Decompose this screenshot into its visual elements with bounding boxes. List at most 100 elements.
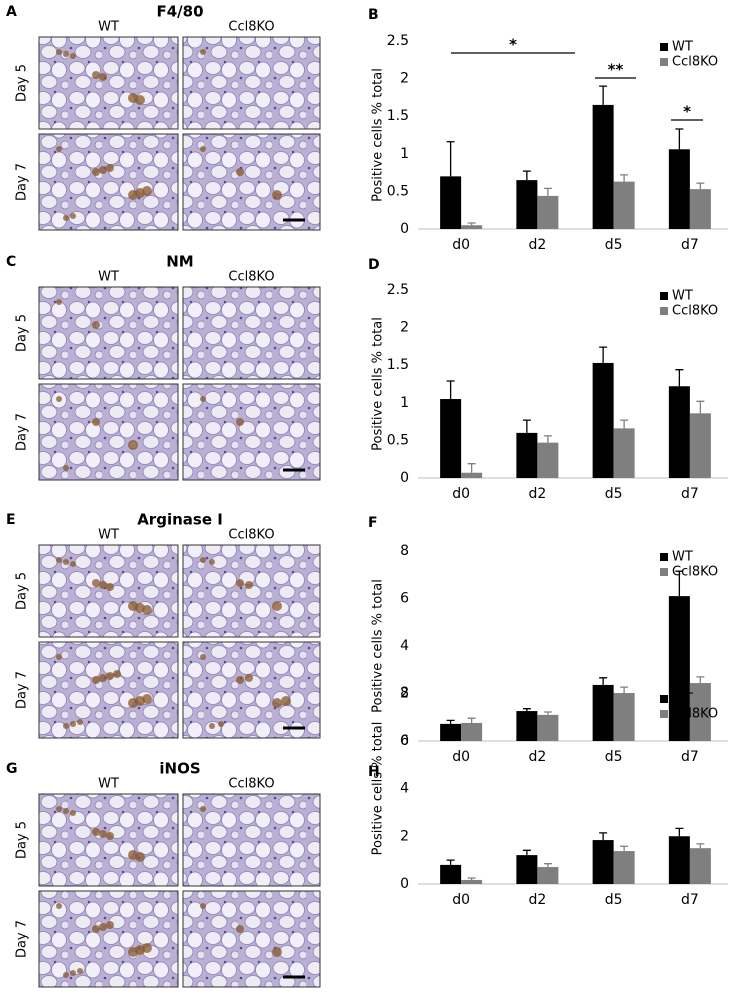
stain [63, 723, 69, 729]
y-axis-label: Positive cells % total [371, 579, 386, 713]
x-tick-label: d7 [681, 237, 699, 253]
bar [668, 596, 690, 741]
stain [142, 943, 152, 953]
y-tick-label: 1.5 [387, 108, 409, 124]
bar [461, 472, 483, 478]
stain [135, 852, 145, 862]
error-bar [522, 170, 531, 181]
micrograph [38, 890, 179, 988]
legend-label: WT [672, 40, 693, 55]
y-tick-label: 0 [400, 876, 409, 892]
stain [63, 972, 69, 978]
column-label: Ccl8KO [228, 528, 274, 543]
y-tick-label: 1 [400, 146, 409, 162]
stain [63, 559, 69, 565]
y-tick-label: 2 [400, 71, 409, 87]
stain [272, 698, 282, 708]
bar [613, 181, 635, 229]
error-bar [620, 686, 629, 694]
bar [689, 413, 711, 478]
error-bar [543, 711, 552, 715]
panel-letter: G [6, 761, 18, 777]
stain [236, 925, 244, 933]
micrograph [38, 641, 179, 739]
legend-label: WT [672, 550, 693, 565]
legend-swatch [660, 568, 668, 576]
error-bar [675, 369, 684, 387]
legend-label: Ccl8KO [672, 304, 718, 319]
stain [99, 166, 107, 174]
micrograph [182, 286, 321, 380]
row-label: Day 5 [15, 821, 30, 859]
stain [135, 95, 145, 105]
stain [200, 396, 206, 402]
error-bar [599, 677, 608, 685]
legend-label: Ccl8KO [672, 55, 718, 70]
stain [77, 719, 83, 725]
micrograph [182, 133, 321, 231]
stain [63, 465, 69, 471]
error-bar [467, 877, 476, 880]
error-bar [522, 849, 531, 856]
row-label: Day 5 [15, 314, 30, 352]
error-bar [620, 845, 629, 852]
legend-swatch [660, 553, 668, 561]
panel-letter: C [6, 254, 16, 270]
stain [70, 561, 76, 567]
error-bar [446, 859, 455, 865]
micrograph [182, 890, 321, 988]
bar [537, 442, 559, 478]
x-tick-label: d5 [605, 237, 623, 253]
micrograph [38, 544, 179, 638]
significance: * [683, 103, 691, 121]
stain [218, 721, 224, 727]
stain [70, 721, 76, 727]
stain [92, 71, 100, 79]
stain [77, 968, 83, 974]
y-tick-label: 6 [400, 591, 409, 607]
bar [440, 399, 462, 478]
legend-swatch [660, 695, 668, 703]
column-label: Ccl8KO [228, 270, 274, 285]
panel-letter: D [368, 257, 380, 273]
panel-letter: B [368, 7, 379, 23]
stain [99, 674, 107, 682]
error-bar [675, 827, 684, 837]
stain [70, 53, 76, 59]
error-bar [522, 708, 531, 712]
legend-swatch [660, 43, 668, 51]
bar [516, 180, 538, 229]
bar [516, 855, 538, 884]
stain [56, 146, 62, 152]
stain [92, 168, 100, 176]
row-label: Day 7 [15, 671, 30, 709]
y-tick-label: 8 [400, 685, 409, 701]
stain [245, 674, 253, 682]
stain [70, 213, 76, 219]
stain [70, 970, 76, 976]
x-tick-label: d7 [681, 749, 699, 765]
error-bar [696, 676, 705, 684]
micrograph [38, 36, 179, 130]
stain [200, 903, 206, 909]
panel-letter: A [6, 4, 17, 20]
legend-label: WT [672, 289, 693, 304]
y-axis-label: Positive cells % total [371, 722, 386, 856]
bar [537, 867, 559, 884]
x-tick-label: d0 [452, 749, 470, 765]
stain [70, 810, 76, 816]
stain [142, 605, 152, 615]
bar [461, 722, 483, 741]
stain [200, 49, 206, 55]
error-bar [599, 346, 608, 363]
x-tick-label: d7 [681, 892, 699, 908]
bar [461, 879, 483, 884]
stain [92, 321, 100, 329]
error-bar [696, 843, 705, 849]
bar [440, 723, 462, 741]
bar [592, 684, 614, 741]
stain [236, 418, 244, 426]
significance: ** [608, 61, 624, 79]
micrograph [182, 383, 321, 481]
stain [200, 806, 206, 812]
